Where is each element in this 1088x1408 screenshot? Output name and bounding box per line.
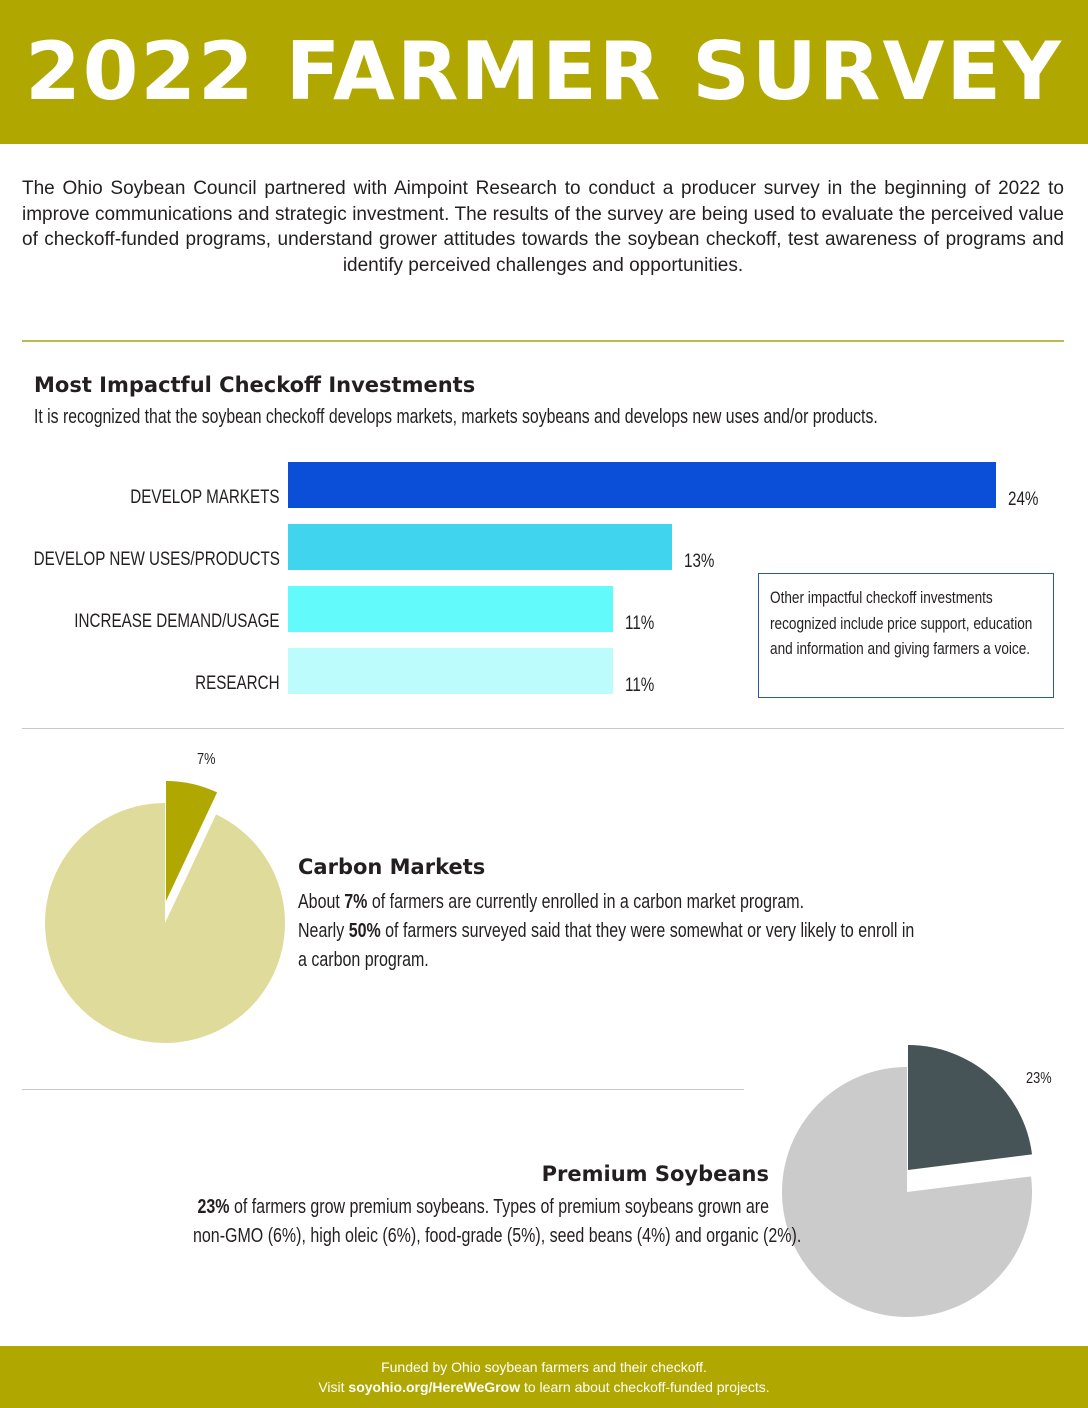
bar-label-develop-markets: DEVELOP MARKETS (130, 487, 280, 508)
premium-line-2: non-GMO (6%), high oleic (6%), food-grad… (193, 1225, 802, 1247)
premium-title: Premium Soybeans (541, 1162, 769, 1186)
bar-label-research: RESEARCH (195, 673, 280, 694)
premium-text: 23% of farmers grow premium soybeans. Ty… (49, 1193, 802, 1251)
premium-pie-chart (782, 1045, 1033, 1317)
pie-slice-carbon-enrolled (166, 781, 218, 901)
carbon-pie-chart (45, 781, 286, 1043)
bar-develop-markets (288, 462, 996, 508)
carbon-line-2: Nearly 50% of farmers surveyed said that… (298, 920, 915, 942)
other-investments-note: Other impactful checkoff investments rec… (758, 573, 1054, 698)
note-text: Other impactful checkoff investments rec… (770, 588, 1033, 658)
divider-gray-2 (22, 1089, 744, 1090)
investments-subtitle: It is recognized that the soybean checko… (34, 406, 878, 428)
bar-value-increase-demand: 11% (624, 613, 654, 634)
bar-value-research: 11% (624, 675, 654, 696)
pie-label-carbon: 7% (197, 751, 216, 768)
pie-slice-carbon-not-enrolled (45, 803, 286, 1043)
investments-title: Most Impactful Checkoff Investments (34, 373, 476, 397)
footer-line-1: Funded by Ohio soybean farmers and their… (381, 1359, 707, 1375)
bar-value-develop-new-uses: 13% (683, 551, 714, 572)
bar-increase-demand (288, 586, 613, 632)
page-title: 2022 FARMER SURVEY (25, 25, 1063, 118)
pie-slice-premium-grown (908, 1045, 1033, 1170)
pie-label-premium: 23% (1026, 1070, 1052, 1087)
divider-gray-1 (22, 728, 1064, 729)
header-banner: 2022 FARMER SURVEY (0, 0, 1088, 144)
footer-link[interactable]: soyohio.org/HereWeGrow (348, 1379, 521, 1395)
pie-slice-premium-other (782, 1067, 1032, 1317)
bar-label-develop-new-uses: DEVELOP NEW USES/PRODUCTS (33, 549, 280, 570)
footer-line-2: Visit soyohio.org/HereWeGrow to learn ab… (318, 1379, 770, 1395)
carbon-line-1: About 7% of farmers are currently enroll… (298, 891, 805, 913)
bar-label-increase-demand: INCREASE DEMAND/USAGE (74, 611, 280, 632)
bar-develop-new-uses (288, 524, 672, 570)
bar-research (288, 648, 613, 694)
bar-value-develop-markets: 24% (1008, 489, 1039, 510)
carbon-text: About 7% of farmers are currently enroll… (298, 888, 1068, 975)
carbon-line-3: a carbon program. (298, 949, 429, 971)
premium-line-1: 23% of farmers grow premium soybeans. Ty… (197, 1196, 769, 1218)
carbon-title: Carbon Markets (298, 855, 486, 879)
intro-paragraph: The Ohio Soybean Council partnered with … (22, 178, 1064, 276)
footer-banner: Funded by Ohio soybean farmers and their… (0, 1346, 1088, 1408)
divider-olive (22, 340, 1064, 342)
